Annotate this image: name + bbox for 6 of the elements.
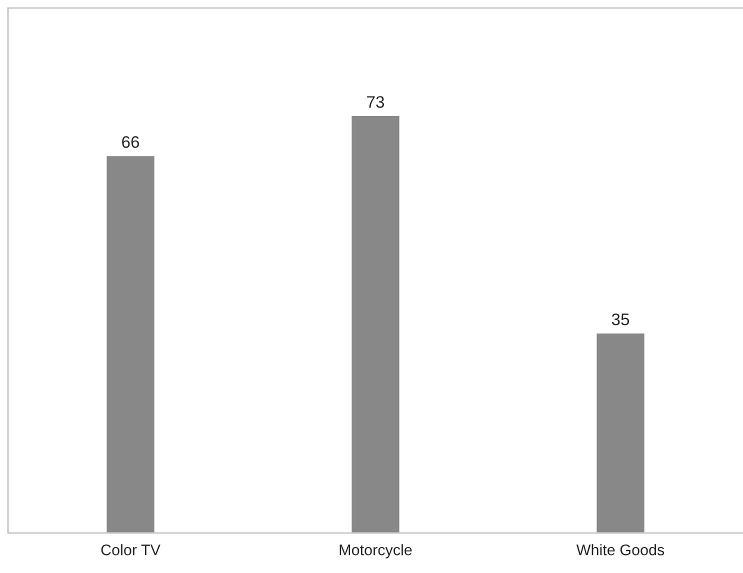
data-label: 73 xyxy=(367,96,384,108)
x-tick-label: Color TV xyxy=(101,544,160,556)
x-tick-label: White Goods xyxy=(576,544,664,556)
data-label: 66 xyxy=(122,136,140,148)
x-tick-label: Motorcycle xyxy=(340,544,412,558)
data-label: 35 xyxy=(612,313,630,326)
